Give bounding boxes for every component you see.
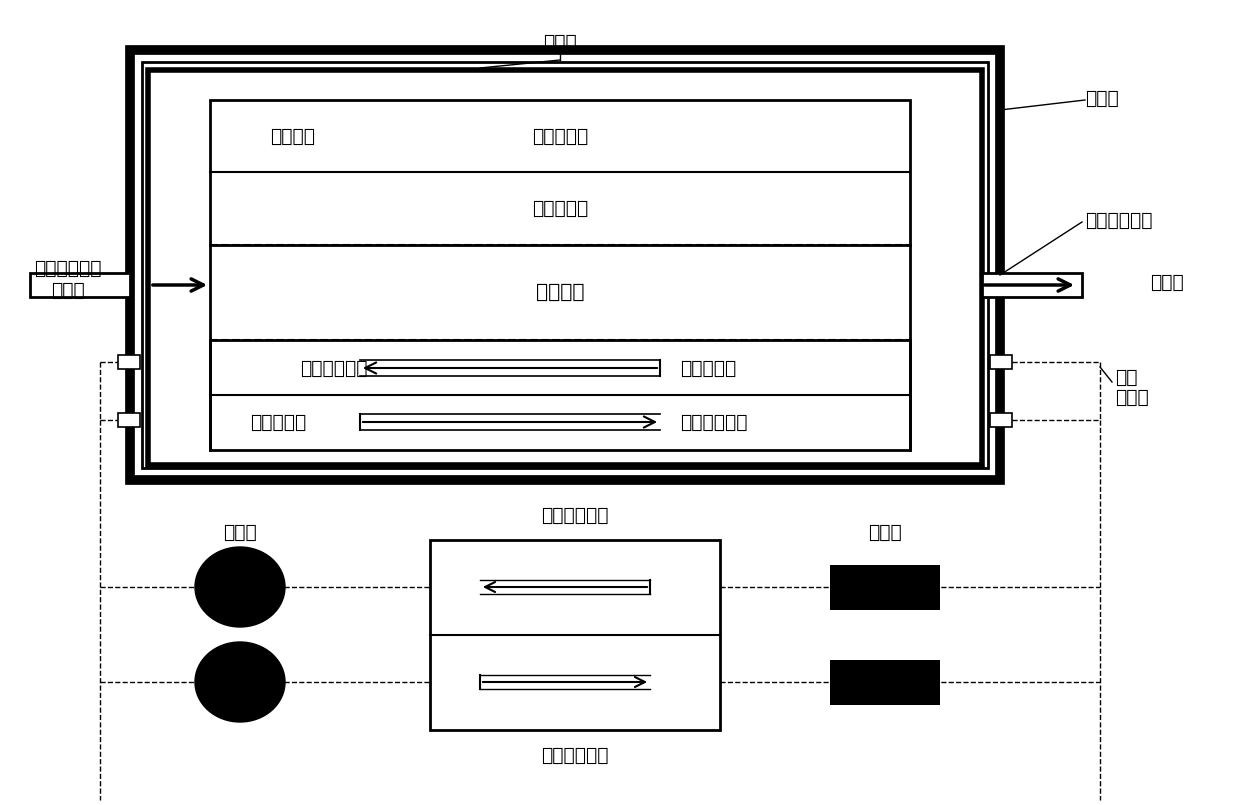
Text: 外层控温层: 外层控温层 xyxy=(532,126,588,146)
Text: 传感器: 传感器 xyxy=(1115,387,1148,407)
Text: 一分隔层: 一分隔层 xyxy=(270,126,315,146)
Bar xyxy=(830,660,940,705)
Text: 进口端: 进口端 xyxy=(51,280,84,299)
Text: 出口端: 出口端 xyxy=(1149,273,1184,291)
Bar xyxy=(830,565,940,610)
Text: 环压泵: 环压泵 xyxy=(223,522,257,542)
Bar xyxy=(143,62,988,468)
Text: 第一制冷系统: 第一制冷系统 xyxy=(541,745,609,765)
Text: 保温层: 保温层 xyxy=(543,32,577,52)
Text: 第二制冷系统: 第二制冷系统 xyxy=(541,506,609,525)
Ellipse shape xyxy=(195,547,285,627)
Text: 水合物沉积物: 水合物沉积物 xyxy=(1085,210,1152,229)
Text: 外层控温层: 外层控温层 xyxy=(250,412,306,431)
Bar xyxy=(990,355,1012,369)
Text: 温度: 温度 xyxy=(1115,368,1137,386)
Bar xyxy=(130,50,999,480)
Bar xyxy=(430,540,720,730)
Text: 内层控温层: 内层控温层 xyxy=(532,199,588,217)
Text: 沉积物层: 沉积物层 xyxy=(536,283,584,302)
Bar xyxy=(30,273,130,297)
Bar xyxy=(990,413,1012,427)
Text: 液体流动方向: 液体流动方向 xyxy=(300,358,367,378)
Bar xyxy=(210,340,910,450)
Bar xyxy=(118,413,140,427)
Text: 内层控温层: 内层控温层 xyxy=(680,358,737,378)
Bar xyxy=(118,355,140,369)
Text: 压力室: 压力室 xyxy=(1085,89,1118,108)
Text: 测速计: 测速计 xyxy=(868,522,901,542)
Text: 气体流动方向: 气体流动方向 xyxy=(35,258,102,278)
Ellipse shape xyxy=(195,642,285,722)
Bar xyxy=(148,70,982,465)
Bar xyxy=(982,273,1083,297)
Bar xyxy=(210,100,910,245)
Text: 液体流动方向: 液体流动方向 xyxy=(680,412,748,431)
